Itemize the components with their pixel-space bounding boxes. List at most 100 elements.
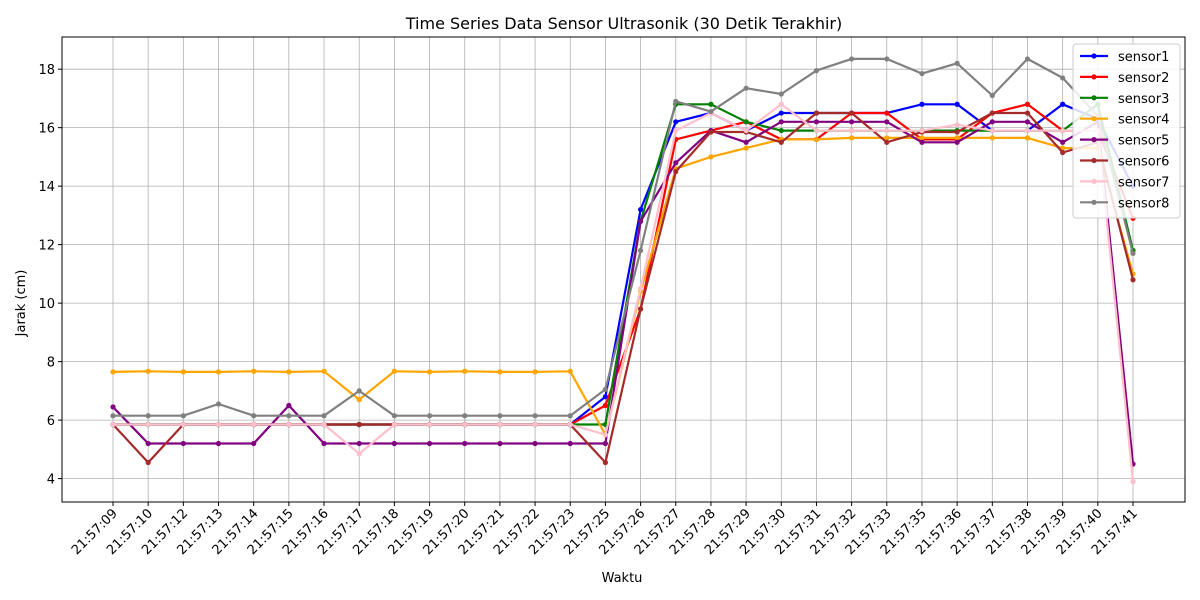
legend-label: sensor8 (1118, 196, 1169, 211)
data-point (497, 440, 503, 447)
data-point (884, 135, 890, 141)
legend-label: sensor7 (1118, 175, 1169, 190)
y-tick-label: 8 (47, 356, 55, 371)
series-line (113, 57, 1135, 417)
data-point (637, 218, 644, 224)
data-point (110, 369, 116, 375)
legend-label: sensor3 (1118, 92, 1169, 107)
data-point (919, 101, 925, 107)
data-point (532, 440, 538, 447)
data-point (286, 369, 292, 375)
legend-marker (1091, 116, 1097, 122)
data-point (462, 421, 468, 428)
data-point (567, 440, 573, 447)
data-point (1024, 119, 1031, 125)
series-line (113, 103, 1134, 426)
data-point (215, 440, 222, 447)
data-point (1024, 56, 1031, 62)
data-point (954, 122, 960, 128)
data-point (391, 421, 397, 428)
series-sensor5 (110, 119, 1136, 467)
data-point (602, 402, 609, 409)
series-line (112, 120, 1135, 465)
data-point (849, 56, 855, 62)
data-point (286, 413, 292, 419)
data-point (954, 101, 960, 107)
data-point (145, 440, 151, 447)
legend-marker (1091, 53, 1097, 59)
data-point (356, 440, 362, 447)
data-point (532, 421, 538, 428)
data-point (251, 440, 257, 447)
legend-item-sensor1: sensor1 (1080, 50, 1169, 65)
series-sensor4 (110, 135, 1136, 438)
data-point (673, 160, 679, 166)
data-point (462, 368, 468, 374)
y-tick-label: 18 (38, 63, 55, 78)
legend-marker (1091, 74, 1097, 80)
data-point (1060, 139, 1066, 145)
data-point (884, 119, 890, 125)
legend-label: sensor4 (1118, 113, 1169, 128)
data-point (567, 368, 573, 374)
data-point (919, 135, 925, 141)
data-point (919, 127, 925, 134)
data-point (426, 421, 433, 428)
data-point (989, 92, 995, 99)
data-point (954, 139, 960, 145)
y-axis-label: Jarak (cm) (14, 270, 29, 338)
series-sensor6 (110, 110, 1136, 466)
y-tick-label: 16 (38, 122, 55, 137)
data-point (884, 56, 890, 62)
data-point (989, 110, 995, 116)
legend-box (1072, 43, 1181, 219)
data-point (110, 413, 116, 419)
data-point (145, 368, 151, 374)
x-axis-ticks: 21:57:0921:57:1021:57:1221:57:1321:57:14… (69, 502, 1141, 558)
data-point (849, 135, 855, 141)
data-point (1024, 127, 1031, 134)
data-point (673, 127, 679, 134)
data-point (1060, 101, 1066, 107)
data-point (919, 139, 925, 145)
data-point (215, 369, 222, 375)
data-point (251, 413, 257, 419)
data-point (708, 108, 714, 115)
data-point (215, 421, 222, 428)
data-point (391, 440, 397, 447)
data-point (884, 110, 890, 116)
data-point (145, 421, 151, 428)
data-point (180, 413, 186, 419)
data-point (426, 440, 433, 447)
y-tick-label: 12 (38, 239, 55, 254)
data-point (673, 119, 679, 125)
data-point (1060, 149, 1066, 156)
data-point (743, 127, 749, 134)
data-point (251, 421, 257, 428)
data-point (497, 413, 503, 419)
data-point (286, 421, 292, 428)
data-point (637, 247, 644, 254)
series-sensor3 (110, 101, 1136, 428)
legend-item-sensor6: sensor6 (1080, 155, 1169, 170)
series-line (113, 103, 1135, 426)
data-point (391, 368, 397, 374)
data-point (426, 369, 433, 375)
chart-title: Time Series Data Sensor Ultrasonik (30 D… (405, 14, 843, 33)
legend-item-sensor2: sensor2 (1080, 71, 1169, 86)
series-line (113, 103, 1135, 482)
data-point (849, 119, 855, 125)
data-point (110, 421, 116, 428)
legend-label: sensor1 (1118, 50, 1169, 65)
legend-item-sensor4: sensor4 (1080, 113, 1169, 128)
data-point (356, 397, 362, 403)
data-point (356, 451, 362, 457)
data-point (391, 413, 397, 419)
legend-label: sensor6 (1118, 155, 1169, 170)
data-point (637, 206, 644, 213)
data-point (954, 129, 960, 135)
data-point (145, 459, 151, 466)
data-point (602, 440, 609, 447)
data-point (708, 101, 714, 107)
